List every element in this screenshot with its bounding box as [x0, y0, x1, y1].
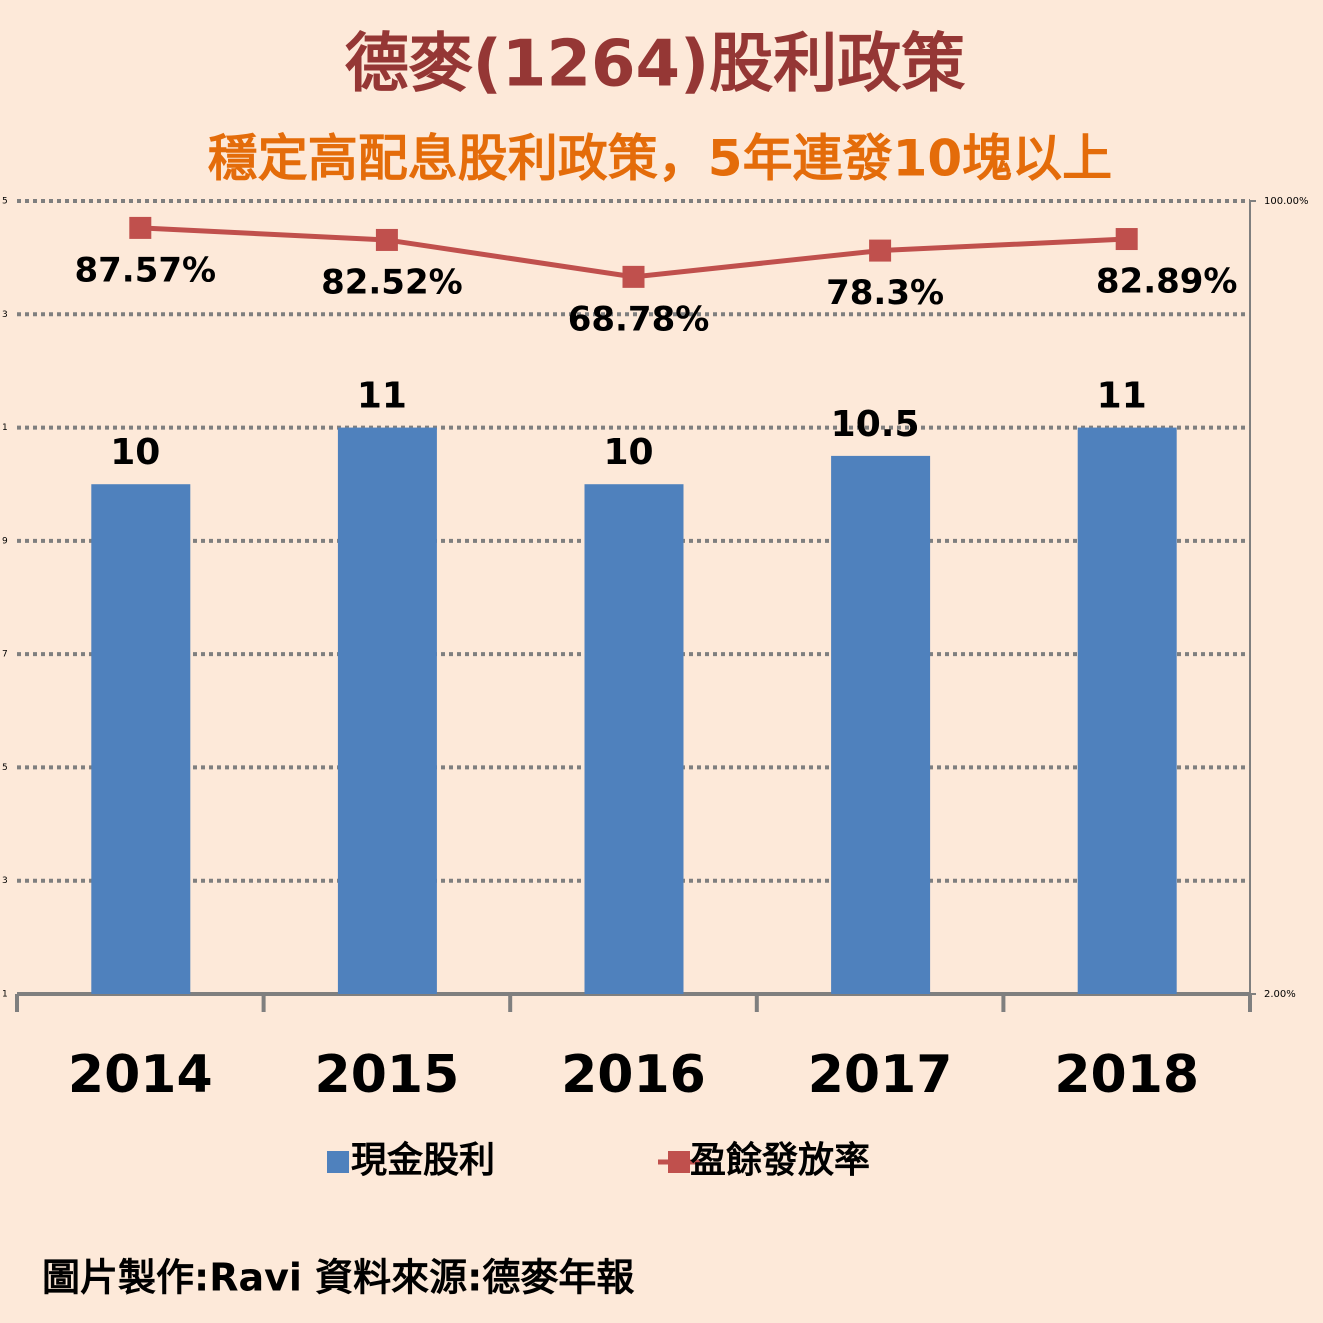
bar-label: 11: [1097, 376, 1147, 417]
y2-tick-label: 100.00%: [1264, 196, 1309, 207]
x-tick-label: 2014: [68, 1045, 213, 1105]
y-tick-label: 3: [2, 310, 8, 320]
line-marker: [1115, 228, 1138, 251]
x-tick-label: 2018: [1054, 1045, 1199, 1105]
y-tick-label: 9: [2, 536, 8, 546]
line-label: 68.78%: [568, 299, 710, 339]
y2-tick-label: 2.00%: [1264, 989, 1296, 1000]
y-tick-label: 5: [2, 763, 8, 773]
line-marker: [869, 239, 892, 262]
line-marker: [375, 228, 398, 251]
x-tick-label: 2016: [561, 1045, 706, 1105]
chart-subtitle: 穩定高配息股利政策，5年連發10塊以上: [208, 130, 1112, 188]
legend-label: 現金股利: [351, 1139, 495, 1181]
x-tick-label: 2015: [315, 1045, 460, 1105]
legend-swatch: [668, 1151, 690, 1173]
y-tick-label: 1: [2, 990, 8, 1000]
bar: [1077, 427, 1177, 995]
line-marker: [129, 216, 152, 239]
bar: [831, 455, 931, 995]
y-tick-label: 3: [2, 876, 8, 886]
y-tick-label: 7: [2, 650, 8, 660]
bar-label: 10.5: [831, 404, 920, 445]
bar: [584, 484, 684, 994]
line-label: 82.89%: [1096, 262, 1238, 302]
legend-swatch: [327, 1151, 349, 1173]
y-tick-label: 1: [2, 423, 8, 433]
bar: [337, 427, 437, 995]
line-marker: [622, 265, 645, 288]
line-label: 78.3%: [826, 273, 944, 313]
chart-title: 德麥(1264)股利政策: [345, 28, 966, 102]
line-label: 82.52%: [321, 262, 463, 302]
line-label: 87.57%: [74, 250, 216, 290]
bar-label: 10: [603, 432, 653, 473]
bar-label: 11: [357, 376, 407, 417]
bar: [91, 484, 191, 994]
y-tick-label: 5: [2, 197, 8, 207]
footer: 圖片製作:Ravi 資料來源:德麥年報: [42, 1256, 634, 1300]
bar-label: 10: [110, 432, 160, 473]
x-tick-label: 2017: [808, 1045, 953, 1105]
legend-label: 盈餘發放率: [690, 1140, 870, 1181]
